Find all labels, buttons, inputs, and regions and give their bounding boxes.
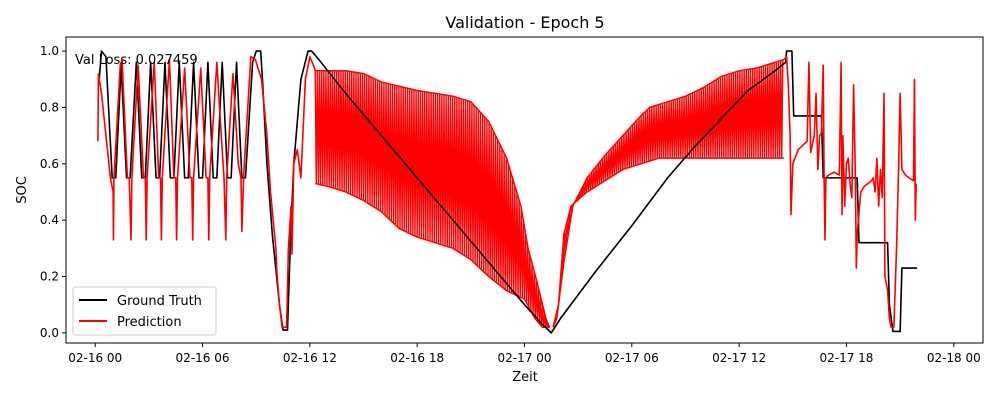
x-tick-label: 02-18 00 <box>927 351 981 365</box>
prediction-band-1-upper <box>315 70 551 328</box>
x-axis-ticks: 02-16 00 02-16 06 02-16 12 02-16 18 02-17 00… <box>68 343 981 365</box>
prediction-band-2-upper <box>552 58 785 328</box>
legend-label-ground-truth: Ground Truth <box>117 294 202 309</box>
x-tick-label: 02-16 18 <box>390 351 444 365</box>
legend: Ground Truth Prediction <box>72 286 217 336</box>
y-tick-label: 0.8 <box>40 100 59 114</box>
legend-label-prediction: Prediction <box>117 315 182 330</box>
x-tick-label: 02-17 00 <box>498 351 552 365</box>
series-prediction-line <box>97 55 316 329</box>
y-tick-label: 0.4 <box>40 213 59 227</box>
prediction-band-1-lower <box>315 182 550 328</box>
x-tick-label: 02-17 12 <box>712 351 766 365</box>
prediction-band-2-lower <box>552 157 784 328</box>
x-tick-label: 02-16 12 <box>283 351 337 365</box>
chart-title: Validation - Epoch 5 <box>445 13 604 32</box>
series-prediction-line <box>783 55 918 329</box>
y-tick-label: 0.2 <box>40 270 59 284</box>
y-tick-label: 0.0 <box>40 326 59 340</box>
series-layer <box>97 50 918 334</box>
legend-box <box>72 286 217 336</box>
y-axis-label: SOC <box>15 176 30 204</box>
y-axis-ticks: 0.0 0.2 0.4 0.6 0.8 1.0 <box>40 44 66 340</box>
y-tick-label: 0.6 <box>40 157 59 171</box>
x-tick-label: 02-16 06 <box>176 351 230 365</box>
x-axis-label: Zeit <box>512 370 538 385</box>
x-tick-label: 02-17 06 <box>605 351 659 365</box>
prediction-band-layer <box>314 58 785 329</box>
val-loss-annotation: Val Loss: 0.027459 <box>75 53 198 68</box>
x-tick-label: 02-17 18 <box>819 351 873 365</box>
x-tick-label: 02-16 00 <box>68 351 122 365</box>
y-tick-label: 1.0 <box>40 44 59 58</box>
